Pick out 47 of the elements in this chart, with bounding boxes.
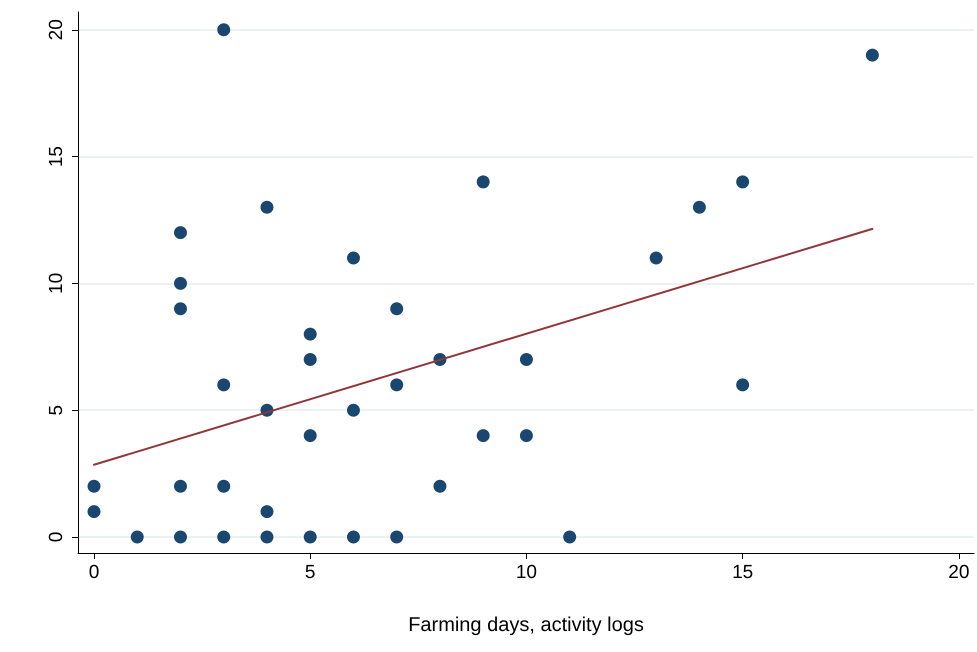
x-tick-label: 10 bbox=[516, 562, 538, 583]
point bbox=[476, 429, 490, 442]
point bbox=[174, 480, 187, 493]
point bbox=[304, 429, 317, 442]
point bbox=[346, 404, 360, 417]
point bbox=[217, 378, 230, 392]
point bbox=[866, 48, 879, 62]
x-tick-label: 15 bbox=[732, 562, 754, 583]
point bbox=[174, 302, 187, 316]
y-tick-label: 0 bbox=[46, 532, 67, 542]
point bbox=[692, 200, 706, 214]
x-axis-title: Farming days, activity logs bbox=[408, 614, 644, 636]
y-tick-label: 15 bbox=[46, 146, 67, 168]
point bbox=[390, 530, 404, 544]
point bbox=[390, 378, 404, 392]
point bbox=[520, 352, 533, 366]
point bbox=[736, 378, 750, 392]
point bbox=[174, 530, 187, 544]
point bbox=[563, 530, 576, 544]
point bbox=[260, 530, 274, 544]
point bbox=[304, 530, 317, 544]
x-tick-label: 20 bbox=[948, 562, 970, 583]
point bbox=[346, 530, 360, 544]
y-tick-label: 20 bbox=[46, 19, 67, 40]
x-tick-label: 5 bbox=[304, 562, 316, 583]
point bbox=[304, 328, 317, 341]
y-tick-label: 5 bbox=[46, 404, 67, 416]
point bbox=[650, 252, 663, 265]
point bbox=[433, 480, 446, 493]
point bbox=[88, 505, 100, 518]
y-tick-label: 10 bbox=[46, 272, 67, 294]
point bbox=[304, 352, 317, 366]
point bbox=[260, 505, 274, 518]
point bbox=[130, 530, 144, 544]
point bbox=[346, 252, 360, 265]
point bbox=[520, 429, 533, 442]
point bbox=[88, 480, 100, 493]
point bbox=[174, 226, 187, 240]
point bbox=[217, 480, 230, 493]
point bbox=[174, 276, 187, 290]
point bbox=[217, 23, 230, 36]
point bbox=[390, 302, 404, 316]
point bbox=[217, 530, 230, 544]
point bbox=[260, 200, 274, 214]
point bbox=[476, 175, 490, 188]
x-tick-label: 0 bbox=[88, 562, 100, 583]
point bbox=[736, 175, 750, 188]
